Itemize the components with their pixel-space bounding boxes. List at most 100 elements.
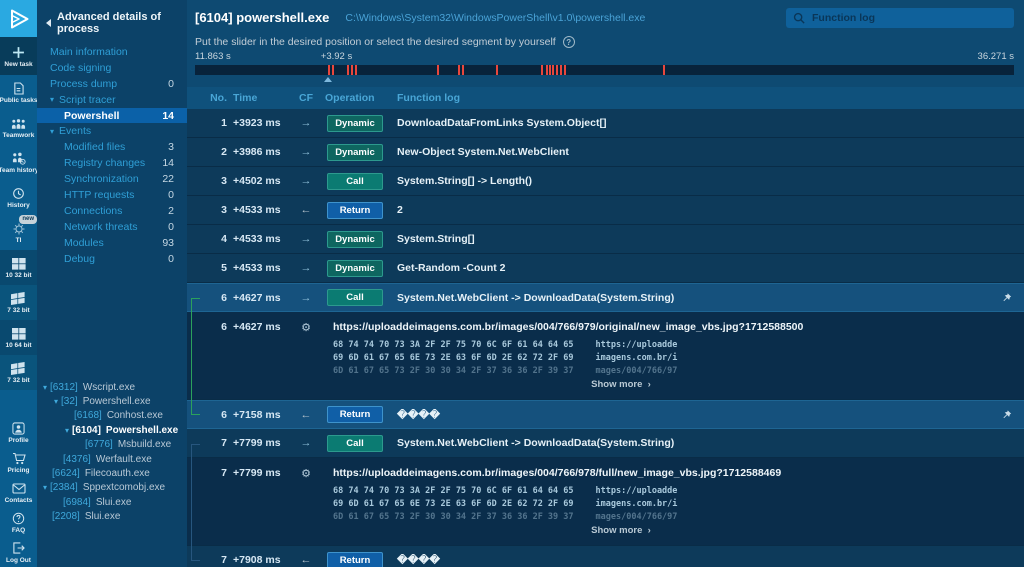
chevron-down-icon[interactable]: ▾ — [54, 397, 58, 406]
timeline-event-tick — [347, 65, 349, 75]
tree-item-6984-slui-exe[interactable]: [6984]Slui.exe — [37, 495, 187, 509]
sidebar-item-synchronization[interactable]: Synchronization22 — [37, 171, 187, 187]
operation-badge[interactable]: Dynamic — [327, 115, 383, 132]
rail-item-team-history[interactable]: Team history — [0, 145, 37, 180]
log-row-return[interactable]: 6+7158 ms←Return���� — [187, 400, 1024, 429]
function-log-search[interactable] — [786, 8, 1014, 28]
operation-badge[interactable]: Dynamic — [327, 260, 383, 277]
process-name: Wscript.exe — [83, 382, 135, 393]
chevron-down-icon[interactable]: ▾ — [43, 483, 47, 492]
sidebar-item-count: 0 — [168, 253, 174, 265]
script-tracer-panel: [6104] powershell.exe C:\Windows\System3… — [187, 0, 1024, 567]
process-name: Powershell.exe — [106, 425, 178, 436]
sidebar-item-events[interactable]: ▾Events — [37, 123, 187, 139]
sidebar-item-debug[interactable]: Debug0 — [37, 251, 187, 267]
pin-icon[interactable] — [1001, 292, 1012, 303]
tree-item-6624-filecoauth-exe[interactable]: [6624]Filecoauth.exe — [37, 466, 187, 480]
rail-item-10-32-bit[interactable]: 10 32 bit — [0, 250, 37, 285]
rail-item-label: TI — [16, 237, 22, 244]
timeline-event-tick — [552, 65, 554, 75]
document-icon — [13, 81, 24, 96]
log-row-return[interactable]: 3+4533 ms←Return2 — [187, 196, 1024, 225]
tree-item-6168-conhost-exe[interactable]: [6168]Conhost.exe — [37, 409, 187, 423]
operation-badge[interactable]: Dynamic — [327, 144, 383, 161]
tree-item-32-powershell-exe[interactable]: ▾[32]Powershell.exe — [37, 394, 187, 408]
function-log-text: System.String[] -> Length() — [387, 175, 1024, 187]
rail-item-label: Log Out — [6, 557, 31, 564]
rail-item-profile[interactable]: Profile — [0, 417, 37, 447]
rail-item-teamwork[interactable]: Teamwork — [0, 110, 37, 145]
operation-badge[interactable]: Return — [327, 406, 383, 423]
log-row-dynamic[interactable]: 5+4533 ms→DynamicGet-Random -Count 2 — [187, 254, 1024, 283]
log-row-dynamic[interactable]: 2+3986 ms→DynamicNew-Object System.Net.W… — [187, 138, 1024, 167]
tree-item-2384-sppextcomobj-exe[interactable]: ▾[2384]Sppextcomobj.exe — [37, 481, 187, 495]
log-row-call[interactable]: 7+7799 ms→CallSystem.Net.WebClient -> Do… — [187, 429, 1024, 458]
help-icon[interactable]: ? — [563, 36, 575, 48]
rail-item-public-tasks[interactable]: Public tasks — [0, 75, 37, 110]
timeline-event-tick — [458, 65, 460, 75]
rail-item-label: History — [7, 202, 29, 209]
process-name: Slui.exe — [85, 511, 121, 522]
log-row-return[interactable]: 7+7908 ms←Return���� — [187, 546, 1024, 567]
pin-icon[interactable] — [1001, 409, 1012, 420]
operation-badge[interactable]: Call — [327, 289, 383, 306]
chevron-down-icon[interactable]: ▾ — [65, 426, 69, 435]
sidebar-item-process-dump[interactable]: Process dump0 — [37, 76, 187, 92]
rail-item-new-task[interactable]: New task — [0, 37, 37, 75]
timeline-end-label: 36.271 s — [978, 51, 1014, 62]
tree-item-6104-powershell-exe[interactable]: ▾[6104]Powershell.exe — [37, 423, 187, 437]
sidebar-item-registry-changes[interactable]: Registry changes14 — [37, 155, 187, 171]
tree-item-6776-msbuild-exe[interactable]: [6776]Msbuild.exe — [37, 438, 187, 452]
sidebar-item-connections[interactable]: Connections2 — [37, 203, 187, 219]
log-row-call[interactable]: 6+4627 ms→CallSystem.Net.WebClient -> Do… — [187, 283, 1024, 312]
log-row-call[interactable]: 3+4502 ms→CallSystem.String[] -> Length(… — [187, 167, 1024, 196]
sidebar-item-http-requests[interactable]: HTTP requests0 — [37, 187, 187, 203]
rail-item-pricing[interactable]: Pricing — [0, 447, 37, 477]
chevron-down-icon[interactable]: ▾ — [50, 127, 54, 136]
rail-item-contacts[interactable]: Contacts — [0, 477, 37, 507]
process-name: Msbuild.exe — [118, 439, 171, 450]
sidebar-item-main-information[interactable]: Main information — [37, 44, 187, 60]
sidebar-item-code-signing[interactable]: Code signing — [37, 60, 187, 76]
operation-badge[interactable]: Call — [327, 173, 383, 190]
operation-badge[interactable]: Dynamic — [327, 231, 383, 248]
rail-item-ti[interactable]: newTI — [0, 215, 37, 250]
anyrun-logo[interactable] — [0, 0, 37, 37]
sidebar-item-modified-files[interactable]: Modified files3 — [37, 139, 187, 155]
process-name: Powershell.exe — [83, 396, 151, 407]
rail-item-7-32-bit[interactable]: 7 32 bit — [0, 285, 37, 320]
search-input[interactable] — [810, 11, 1007, 25]
rail-item-7-32-bit[interactable]: 7 32 bit — [0, 355, 37, 390]
row-time: +7158 ms — [227, 409, 289, 421]
tree-item-6312-wscript-exe[interactable]: ▾[6312]Wscript.exe — [37, 380, 187, 394]
timeline-event-tick — [564, 65, 566, 75]
sidebar-item-modules[interactable]: Modules93 — [37, 235, 187, 251]
show-more-link[interactable]: Show more › — [573, 379, 669, 390]
rail-item-log-out[interactable]: Log Out — [0, 537, 37, 567]
sidebar-header[interactable]: Advanced details of process — [37, 0, 187, 44]
process-pid: [6984] — [63, 497, 91, 508]
sidebar-item-powershell[interactable]: Powershell14 — [37, 108, 187, 124]
control-flow-forward-icon: → — [289, 437, 323, 449]
win10-icon — [12, 326, 26, 341]
tree-item-2208-slui-exe[interactable]: [2208]Slui.exe — [37, 510, 187, 524]
log-row-dynamic[interactable]: 1+3923 ms→DynamicDownloadDataFromLinks S… — [187, 109, 1024, 138]
operation-badge[interactable]: Call — [327, 435, 383, 452]
sidebar-item-script-tracer[interactable]: ▾Script tracer — [37, 92, 187, 108]
collapse-icon[interactable] — [46, 19, 51, 27]
log-row-dynamic[interactable]: 4+4533 ms→DynamicSystem.String[] — [187, 225, 1024, 254]
rail-item-history[interactable]: History — [0, 180, 37, 215]
row-time: +4627 ms — [227, 312, 289, 333]
timeline-cursor-marker[interactable] — [324, 77, 332, 82]
rail-item-10-64-bit[interactable]: 10 64 bit — [0, 320, 37, 355]
timeline-slider[interactable] — [195, 65, 1014, 75]
chevron-down-icon[interactable]: ▾ — [43, 383, 47, 392]
sidebar-item-network-threats[interactable]: Network threats0 — [37, 219, 187, 235]
show-more-link[interactable]: Show more › — [573, 525, 669, 536]
operation-badge[interactable]: Return — [327, 552, 383, 567]
tree-item-4376-werfault-exe[interactable]: [4376]Werfault.exe — [37, 452, 187, 466]
chevron-down-icon[interactable]: ▾ — [50, 95, 54, 104]
operation-badge[interactable]: Return — [327, 202, 383, 219]
log-row-detail: 6+4627 ms⚙https://uploaddeimagens.com.br… — [187, 312, 1024, 400]
rail-item-faq[interactable]: FAQ — [0, 507, 37, 537]
